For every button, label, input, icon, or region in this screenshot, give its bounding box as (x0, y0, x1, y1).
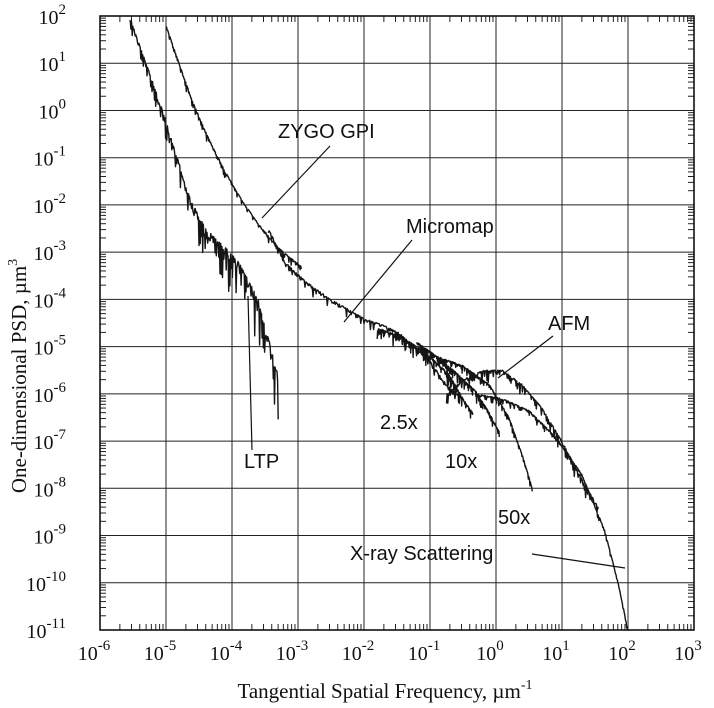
x-tick-label: 10-2 (342, 638, 375, 665)
x-tick-label: 10-3 (276, 638, 309, 665)
label-ltp: LTP (244, 451, 279, 473)
series-ltp (129, 19, 279, 420)
y-tick-label: 10-3 (34, 238, 67, 265)
label-10x: 10x (445, 451, 477, 473)
y-axis-title: One-dimensional PSD, µm3 (6, 259, 31, 493)
x-tick-label: 100 (476, 638, 504, 665)
leader-zygo-gpi (261, 145, 331, 219)
y-tick-label: 101 (39, 49, 67, 76)
y-axis-title-text: One-dimensional PSD, µm (7, 266, 31, 493)
y-tick-label: 10-5 (34, 333, 67, 360)
series-x-ray-scattering (475, 393, 629, 631)
label-micromap: Micromap (406, 216, 494, 238)
x-tick-label: 10-5 (144, 638, 177, 665)
y-tick-label: 10-4 (34, 285, 67, 312)
label-afm: AFM (548, 313, 590, 335)
label-50x: 50x (498, 507, 530, 529)
x-axis-title-exponent: -1 (521, 678, 533, 693)
x-axis-title: Tangential Spatial Frequency, µm-1 (237, 678, 532, 703)
leader-x-ray-scattering (531, 553, 626, 569)
x-tick-label: 10-4 (210, 638, 243, 665)
y-tick-label: 10-6 (34, 380, 67, 407)
y-tick-label: 10-1 (34, 144, 67, 171)
series-layer (129, 19, 629, 631)
x-tick-label: 101 (542, 638, 570, 665)
series-afm (445, 369, 599, 513)
annotation-leaders (247, 145, 626, 569)
x-tick-label: 10-1 (408, 638, 441, 665)
plot-frame (99, 15, 695, 631)
x-axis-title-text: Tangential Spatial Frequency, µm (237, 679, 520, 703)
leader-micromap (343, 239, 413, 323)
series-10x (416, 342, 500, 438)
x-tick-label: 103 (674, 638, 702, 665)
tick-labels: 10-6 10-5 10-4 10-3 10-2 10-1 100 101 102 103 102 1… (26, 2, 702, 665)
x-tick-label: 10-6 (78, 638, 111, 665)
y-tick-label: 10-11 (27, 616, 66, 643)
y-tick-label: 10-9 (34, 522, 67, 549)
grid (99, 15, 695, 631)
label-x-ray-scattering: X-ray Scattering (350, 543, 493, 565)
y-tick-label: 10-8 (34, 474, 67, 501)
y-axis-title-exponent: 3 (6, 259, 21, 266)
series-micromap (267, 230, 461, 400)
y-tick-label: 100 (39, 96, 67, 123)
leader-afm (497, 335, 554, 379)
y-tick-label: 10-10 (26, 569, 66, 596)
label-zygo-gpi: ZYGO GPI (278, 121, 375, 143)
x-tick-label: 102 (608, 638, 636, 665)
series-50x (435, 355, 533, 492)
y-tick-label: 102 (39, 2, 67, 29)
leader-ltp (247, 295, 253, 451)
y-tick-label: 10-2 (34, 191, 67, 218)
y-tick-label: 10-7 (34, 427, 67, 454)
label-2-5x: 2.5x (380, 412, 418, 434)
